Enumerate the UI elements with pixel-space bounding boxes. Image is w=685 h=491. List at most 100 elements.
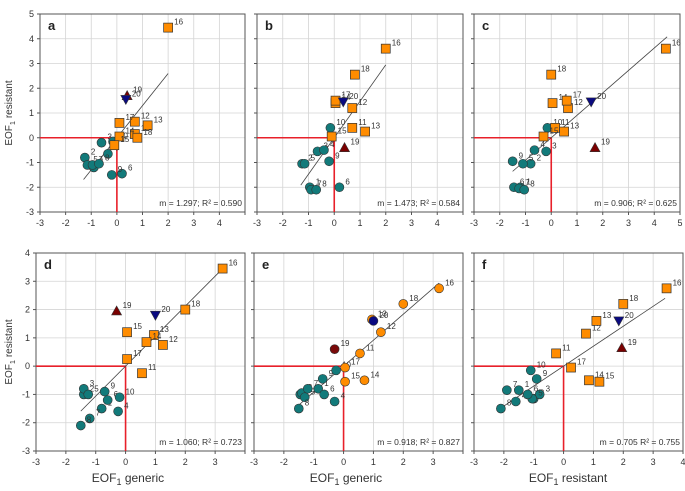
point-label-1: 1 bbox=[526, 177, 531, 186]
data-point-7 bbox=[502, 385, 512, 395]
x-tick-label: -2 bbox=[500, 457, 508, 467]
y-tick-label: 0 bbox=[29, 133, 34, 143]
data-point-14 bbox=[359, 375, 370, 386]
x-tick-label: 1 bbox=[153, 457, 158, 467]
data-point-15 bbox=[594, 376, 605, 387]
point-label-5: 5 bbox=[538, 389, 543, 398]
y-tick-label: 5 bbox=[29, 9, 34, 19]
point-label-14: 14 bbox=[370, 370, 379, 379]
x-tick-label: 4 bbox=[652, 218, 657, 228]
data-point-13 bbox=[142, 120, 153, 131]
point-label-12: 12 bbox=[358, 98, 367, 107]
data-point-16 bbox=[163, 22, 173, 33]
data-point-17 bbox=[330, 95, 341, 106]
point-label-20: 20 bbox=[379, 311, 388, 320]
point-label-6: 6 bbox=[345, 177, 350, 186]
point-label-2: 2 bbox=[308, 154, 313, 163]
regression-stat: m = 1.297; R² = 0.590 bbox=[159, 198, 242, 208]
data-point-15 bbox=[538, 131, 549, 142]
point-label-9: 9 bbox=[329, 369, 334, 378]
data-point-15 bbox=[122, 327, 132, 338]
point-label-9: 9 bbox=[335, 151, 340, 160]
plot-frame bbox=[473, 252, 684, 452]
data-point-10 bbox=[114, 392, 125, 403]
point-label-3: 3 bbox=[108, 133, 113, 142]
data-point-7 bbox=[302, 383, 313, 394]
y-tick-label: 2 bbox=[29, 83, 34, 93]
point-label-17: 17 bbox=[351, 358, 360, 367]
data-point-6 bbox=[522, 389, 533, 400]
point-label-19: 19 bbox=[628, 338, 637, 347]
regression-stat: m = 0.918; R² = 0.827 bbox=[377, 437, 460, 447]
point-label-1: 1 bbox=[324, 379, 329, 388]
data-point-3 bbox=[541, 146, 551, 157]
x-tick-label: 5 bbox=[677, 218, 682, 228]
data-point-8 bbox=[496, 403, 506, 414]
x-tick-label: -2 bbox=[280, 457, 288, 467]
point-label-18: 18 bbox=[557, 65, 566, 74]
point-label-5: 5 bbox=[529, 154, 534, 163]
data-point-8 bbox=[311, 184, 322, 195]
point-label-12: 12 bbox=[141, 112, 150, 121]
data-point-20 bbox=[368, 316, 379, 326]
y-tick-label: 3 bbox=[25, 276, 30, 286]
point-label-16: 16 bbox=[229, 259, 238, 268]
x-tick-label: 3 bbox=[213, 457, 218, 467]
point-label-2: 2 bbox=[91, 148, 96, 157]
y-tick-label: -2 bbox=[26, 182, 34, 192]
data-point-12 bbox=[376, 327, 386, 338]
data-point-9 bbox=[106, 170, 117, 180]
x-tick-label: 2 bbox=[600, 218, 605, 228]
point-label-15: 15 bbox=[605, 372, 614, 381]
data-point-9 bbox=[317, 374, 328, 384]
x-tick-label: 0 bbox=[561, 457, 566, 467]
x-tick-label: 3 bbox=[431, 457, 436, 467]
x-tick-label: 1 bbox=[357, 218, 362, 228]
panel-letter: e bbox=[262, 257, 269, 272]
data-point-3 bbox=[534, 389, 545, 400]
point-label-18: 18 bbox=[409, 294, 418, 303]
point-label-19: 19 bbox=[351, 138, 360, 147]
data-point-6 bbox=[319, 389, 329, 400]
data-point-19 bbox=[329, 344, 340, 354]
data-point-8 bbox=[75, 420, 86, 431]
x-tick-label: 4 bbox=[217, 218, 222, 228]
point-label-5: 5 bbox=[94, 384, 99, 393]
data-point-5 bbox=[83, 389, 94, 400]
point-label-12: 12 bbox=[574, 98, 583, 107]
data-point-10 bbox=[525, 365, 536, 376]
point-label-19: 19 bbox=[133, 86, 142, 95]
point-label-14: 14 bbox=[152, 332, 161, 341]
regression-stat: m = 1.473; R² = 0.584 bbox=[377, 198, 460, 208]
x-tick-label: -2 bbox=[62, 218, 70, 228]
point-label-5: 5 bbox=[311, 387, 316, 396]
data-point-18 bbox=[180, 304, 191, 315]
point-label-9: 9 bbox=[118, 165, 123, 174]
panel-c: -3-2-10123451234567891011121314151617181… bbox=[470, 13, 683, 228]
data-point-16 bbox=[380, 43, 391, 54]
data-point-3 bbox=[96, 137, 107, 148]
point-label-11: 11 bbox=[358, 118, 367, 127]
point-label-11: 11 bbox=[562, 343, 571, 352]
point-label-7: 7 bbox=[96, 408, 101, 417]
x-tick-label: 0 bbox=[114, 218, 119, 228]
x-axis-title-d: EOF1 generic bbox=[92, 471, 164, 487]
x-tick-label: -3 bbox=[250, 457, 258, 467]
panel-e: -3-2-10123123456789101112131415161718192… bbox=[250, 252, 464, 467]
data-point-6 bbox=[102, 395, 113, 405]
x-tick-label: -2 bbox=[279, 218, 287, 228]
data-point-12 bbox=[347, 103, 358, 113]
regression-stat: m = 1.060; R² = 0.723 bbox=[159, 437, 242, 447]
point-label-6: 6 bbox=[534, 384, 539, 393]
panel-letter: d bbox=[44, 257, 52, 272]
point-label-8: 8 bbox=[322, 180, 327, 189]
y-tick-label: 1 bbox=[29, 108, 34, 118]
point-label-20: 20 bbox=[625, 311, 634, 320]
panel-letter: b bbox=[265, 18, 273, 33]
data-point-17 bbox=[114, 118, 125, 128]
point-label-12: 12 bbox=[387, 322, 396, 331]
point-label-11: 11 bbox=[366, 343, 375, 352]
y-tick-label: 2 bbox=[25, 305, 30, 315]
data-point-20 bbox=[120, 95, 132, 106]
